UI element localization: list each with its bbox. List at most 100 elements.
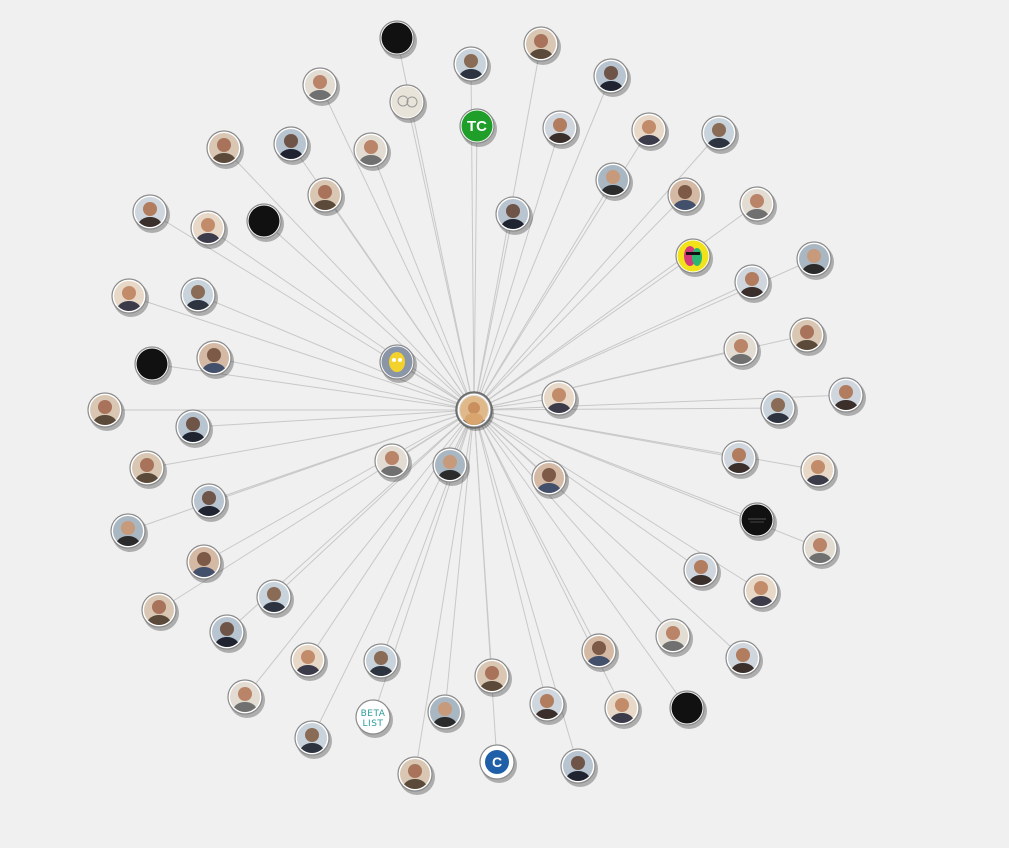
avatar-node-n38[interactable]: [432, 447, 470, 488]
avatar-node-n13[interactable]: [353, 132, 391, 173]
avatar-node-n17[interactable]: [190, 210, 228, 251]
avatar-node-n7[interactable]: TC: [459, 108, 497, 147]
edge-n50: [273, 409, 475, 598]
edge-n36: [192, 409, 475, 428]
edge-n13: [370, 149, 475, 411]
edge-n62: [444, 409, 475, 713]
avatar-node-n21[interactable]: [739, 186, 777, 227]
avatar-node-n6[interactable]: [389, 84, 427, 123]
avatar-node-n62[interactable]: [427, 694, 465, 735]
edge-n6: [406, 101, 475, 411]
avatar-node-n39[interactable]: [531, 460, 569, 501]
avatar-node-n47[interactable]: [186, 544, 224, 585]
avatar-node-n43[interactable]: [129, 450, 167, 491]
edge-n64: [473, 409, 548, 705]
center-user-node[interactable]: [455, 391, 493, 429]
avatar-node-n10[interactable]: [701, 115, 739, 156]
edge-n5: [319, 84, 475, 411]
avatar-node-n64[interactable]: [529, 686, 567, 727]
avatar-node-n50[interactable]: [256, 579, 294, 620]
betalist-logo-icon: BETA: [361, 709, 386, 719]
avatar-node-n33[interactable]: [541, 380, 579, 421]
edge-n15: [473, 194, 686, 411]
edge-n43: [146, 409, 475, 469]
avatar-node-n20[interactable]: [495, 196, 533, 237]
edge-n47: [203, 409, 475, 563]
avatar-node-n61[interactable]: [227, 679, 265, 720]
avatar-node-n55[interactable]: [581, 633, 619, 674]
avatar-node-n53[interactable]: [655, 618, 693, 659]
avatar-node-n35[interactable]: [87, 392, 125, 433]
edge-n63: [473, 409, 498, 763]
avatar-node-n23[interactable]: [675, 238, 713, 277]
avatar-node-n68[interactable]: [560, 748, 598, 789]
avatar-node-n58[interactable]: [363, 643, 401, 684]
avatar-node-n46[interactable]: [110, 513, 148, 554]
edge-n41: [473, 409, 819, 471]
avatar-node-n18[interactable]: [246, 203, 284, 242]
avatar-node-n34[interactable]: [760, 390, 798, 431]
avatar-node-n14[interactable]: [595, 162, 633, 203]
avatar-node-n16[interactable]: [132, 194, 170, 235]
edge-n11: [223, 147, 475, 411]
avatar-node-n22[interactable]: [796, 241, 834, 282]
avatar-node-n15[interactable]: [667, 177, 705, 218]
avatar-node-n52[interactable]: [209, 614, 247, 655]
c-logo-icon: C: [492, 754, 502, 770]
edge-n23: [473, 255, 694, 411]
edge-n46: [127, 409, 475, 532]
avatar-node-n67[interactable]: [397, 756, 435, 797]
avatar-node-n24[interactable]: [734, 264, 772, 305]
avatar-node-n49[interactable]: [743, 573, 781, 614]
edge-n53: [473, 409, 674, 637]
avatar-node-n25[interactable]: [111, 278, 149, 319]
avatar-node-n32[interactable]: [828, 377, 866, 418]
edge-n7: [473, 125, 478, 411]
edge-n31: [213, 357, 475, 411]
avatar-node-n42[interactable]: [739, 502, 777, 541]
avatar-node-n54[interactable]: [669, 690, 707, 729]
avatar-node-n44[interactable]: [191, 483, 229, 524]
avatar-node-n1[interactable]: [379, 20, 417, 59]
avatar-node-n45[interactable]: [802, 530, 840, 571]
edge-n55: [473, 409, 600, 652]
avatar-node-n5[interactable]: [302, 67, 340, 108]
edge-n56: [473, 409, 744, 659]
avatar-node-n9[interactable]: [631, 112, 669, 153]
avatar-node-n56[interactable]: [725, 640, 763, 681]
avatar-node-n19[interactable]: [307, 177, 345, 218]
avatar-node-n57[interactable]: [290, 642, 328, 683]
avatar-node-n3[interactable]: [523, 26, 561, 67]
avatar-node-n65[interactable]: [604, 690, 642, 731]
edge-n17: [207, 227, 475, 411]
avatar-node-n59[interactable]: [474, 658, 512, 699]
avatar-node-n31[interactable]: [196, 340, 234, 381]
avatar-node-n28[interactable]: [379, 344, 417, 383]
edge-n25: [128, 295, 475, 411]
avatar-node-n51[interactable]: [141, 592, 179, 633]
avatar-node-n37[interactable]: [374, 443, 412, 484]
edge-n20: [473, 213, 514, 411]
avatar-node-n36[interactable]: [175, 409, 213, 450]
avatar-node-n26[interactable]: [180, 277, 218, 318]
avatar-node-n66[interactable]: [294, 720, 332, 761]
avatar-node-n29[interactable]: [723, 331, 761, 372]
edge-n4: [473, 75, 612, 411]
edge-n14: [473, 179, 614, 411]
edge-n48: [473, 409, 702, 571]
avatar-node-n41[interactable]: [800, 452, 838, 493]
tc-logo-icon: TC: [467, 118, 487, 135]
avatar-node-n11[interactable]: [206, 130, 244, 171]
avatar-node-n40[interactable]: [721, 440, 759, 481]
avatar-node-n30[interactable]: [134, 346, 172, 385]
avatar-node-n8[interactable]: [542, 110, 580, 151]
avatar-node-n2[interactable]: [453, 46, 491, 87]
avatar-node-n4[interactable]: [593, 58, 631, 99]
avatar-node-n63[interactable]: C: [479, 744, 517, 783]
avatar-node-n48[interactable]: [683, 552, 721, 593]
avatar-node-n27[interactable]: [789, 317, 827, 358]
avatar-node-n12[interactable]: [273, 126, 311, 167]
